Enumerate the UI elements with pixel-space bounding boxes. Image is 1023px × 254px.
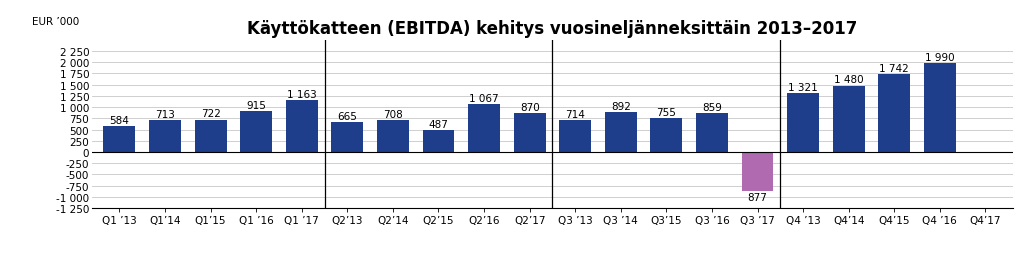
Text: 1 321: 1 321: [789, 82, 818, 92]
Bar: [879, 74, 910, 152]
Text: 1 742: 1 742: [880, 64, 909, 73]
Bar: [696, 114, 728, 152]
Text: 1 480: 1 480: [834, 75, 863, 85]
Bar: [787, 93, 819, 152]
Title: Käyttökatteen (EBITDA) kehitys vuosineljänneksittäin 2013–2017: Käyttökatteen (EBITDA) kehitys vuosinelj…: [248, 20, 857, 38]
Text: 713: 713: [155, 109, 175, 119]
Bar: [103, 126, 135, 152]
Text: 755: 755: [657, 108, 676, 118]
Bar: [376, 121, 409, 152]
Bar: [149, 121, 181, 152]
Bar: [514, 114, 545, 152]
Bar: [651, 119, 682, 152]
Bar: [833, 86, 864, 152]
Text: 1 990: 1 990: [925, 52, 954, 62]
Text: 714: 714: [566, 109, 585, 119]
Bar: [560, 120, 591, 152]
Text: 859: 859: [702, 103, 722, 113]
Text: 1 163: 1 163: [286, 89, 316, 99]
Text: 915: 915: [247, 100, 266, 110]
Bar: [422, 131, 454, 152]
Bar: [924, 64, 955, 152]
Text: 584: 584: [109, 115, 129, 125]
Bar: [285, 100, 318, 152]
Bar: [240, 112, 272, 152]
Bar: [469, 105, 500, 152]
Bar: [194, 120, 226, 152]
Text: EUR ’000: EUR ’000: [32, 17, 80, 27]
Text: 870: 870: [520, 102, 539, 112]
Text: 877: 877: [748, 193, 767, 203]
Text: 665: 665: [338, 112, 357, 122]
Text: 1 067: 1 067: [470, 94, 499, 104]
Bar: [331, 123, 363, 152]
Text: 892: 892: [611, 101, 631, 112]
Text: 722: 722: [201, 109, 221, 119]
Bar: [742, 152, 773, 192]
Bar: [605, 113, 636, 152]
Text: 708: 708: [383, 110, 403, 120]
Text: 487: 487: [429, 120, 448, 130]
